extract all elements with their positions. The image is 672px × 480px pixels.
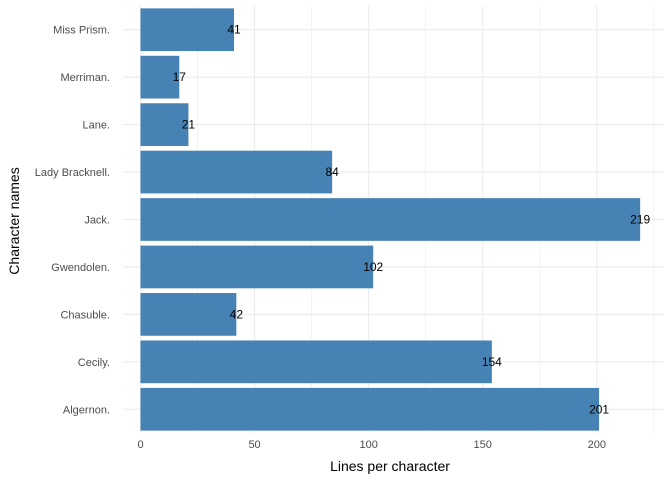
- x-tick-label: 100: [359, 439, 377, 451]
- x-tick-label: 200: [588, 439, 606, 451]
- bar-value-label: 42: [230, 307, 244, 321]
- bar-value-label: 201: [589, 402, 609, 416]
- data-labels: 201 154 42 102 219 84 21 17 41: [173, 23, 651, 417]
- bar-value-label: 84: [325, 165, 339, 179]
- bar: [140, 198, 641, 241]
- category-tick-label: Chasuble.: [60, 309, 110, 321]
- bar-value-label: 41: [227, 23, 241, 37]
- bar-value-label: 102: [363, 260, 383, 274]
- category-tick-label: Algernon.: [63, 404, 110, 416]
- category-tick-label: Lady Bracknell.: [35, 167, 110, 179]
- bar-value-label: 219: [630, 213, 650, 227]
- bar: [140, 293, 237, 336]
- x-axis-tick-labels: 0 50 100 150 200: [137, 439, 606, 451]
- category-tick-label: Lane.: [82, 120, 110, 132]
- bar: [140, 103, 189, 146]
- y-axis-tick-labels: Algernon. Cecily. Chasuble. Gwendolen. Jack.…: [35, 25, 110, 417]
- x-axis-title: Lines per character: [330, 458, 450, 474]
- x-tick-label: 50: [248, 439, 260, 451]
- bar: [140, 150, 333, 194]
- category-tick-label: Gwendolen.: [51, 262, 110, 274]
- bar: [140, 387, 600, 431]
- bar: [140, 340, 492, 384]
- category-tick-label: Jack.: [84, 215, 110, 227]
- x-tick-label: 150: [474, 439, 492, 451]
- bar: [140, 8, 235, 52]
- bar-value-label: 21: [182, 118, 196, 132]
- bar: [140, 245, 374, 289]
- x-tick-label: 0: [137, 439, 143, 451]
- category-tick-label: Cecily.: [78, 357, 110, 369]
- bar-value-label: 154: [482, 355, 502, 369]
- y-axis-title: Character names: [6, 167, 22, 274]
- category-tick-label: Merriman.: [60, 72, 110, 84]
- bar: [140, 55, 180, 99]
- bars: [140, 8, 641, 431]
- bar-value-label: 17: [173, 70, 187, 84]
- category-tick-label: Miss Prism.: [53, 25, 110, 37]
